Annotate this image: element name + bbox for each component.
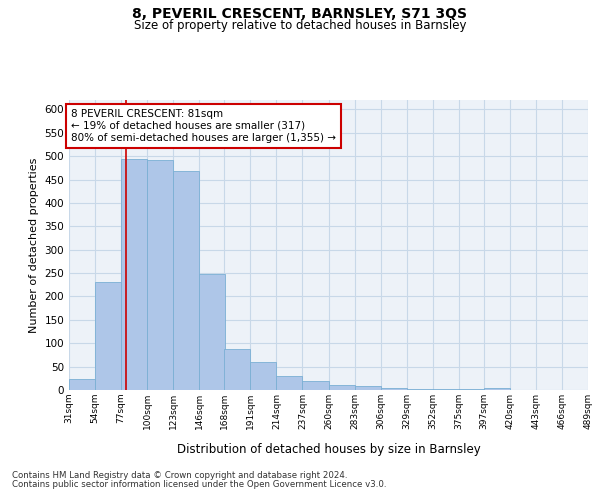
Bar: [95, 282, 121, 390]
Text: 8 PEVERIL CRESCENT: 81sqm
← 19% of detached houses are smaller (317)
80% of semi: 8 PEVERIL CRESCENT: 81sqm ← 19% of detac…: [71, 110, 336, 142]
Bar: [199, 274, 226, 390]
Bar: [277, 376, 302, 390]
Text: Contains HM Land Registry data © Crown copyright and database right 2024.: Contains HM Land Registry data © Crown c…: [12, 471, 347, 480]
Bar: [224, 350, 250, 390]
Bar: [173, 170, 199, 390]
Bar: [484, 388, 510, 390]
Text: Size of property relative to detached houses in Barnsley: Size of property relative to detached ho…: [134, 19, 466, 32]
Bar: [329, 386, 355, 390]
Bar: [355, 386, 380, 390]
Bar: [433, 389, 459, 390]
Bar: [121, 160, 147, 390]
Y-axis label: Number of detached properties: Number of detached properties: [29, 158, 39, 332]
Bar: [302, 380, 329, 390]
Text: Contains public sector information licensed under the Open Government Licence v3: Contains public sector information licen…: [12, 480, 386, 489]
Bar: [380, 388, 407, 390]
Bar: [69, 379, 95, 390]
Text: 8, PEVERIL CRESCENT, BARNSLEY, S71 3QS: 8, PEVERIL CRESCENT, BARNSLEY, S71 3QS: [133, 8, 467, 22]
Bar: [407, 389, 433, 390]
Bar: [459, 389, 485, 390]
Bar: [147, 160, 173, 390]
Bar: [250, 362, 277, 390]
Text: Distribution of detached houses by size in Barnsley: Distribution of detached houses by size …: [177, 442, 481, 456]
